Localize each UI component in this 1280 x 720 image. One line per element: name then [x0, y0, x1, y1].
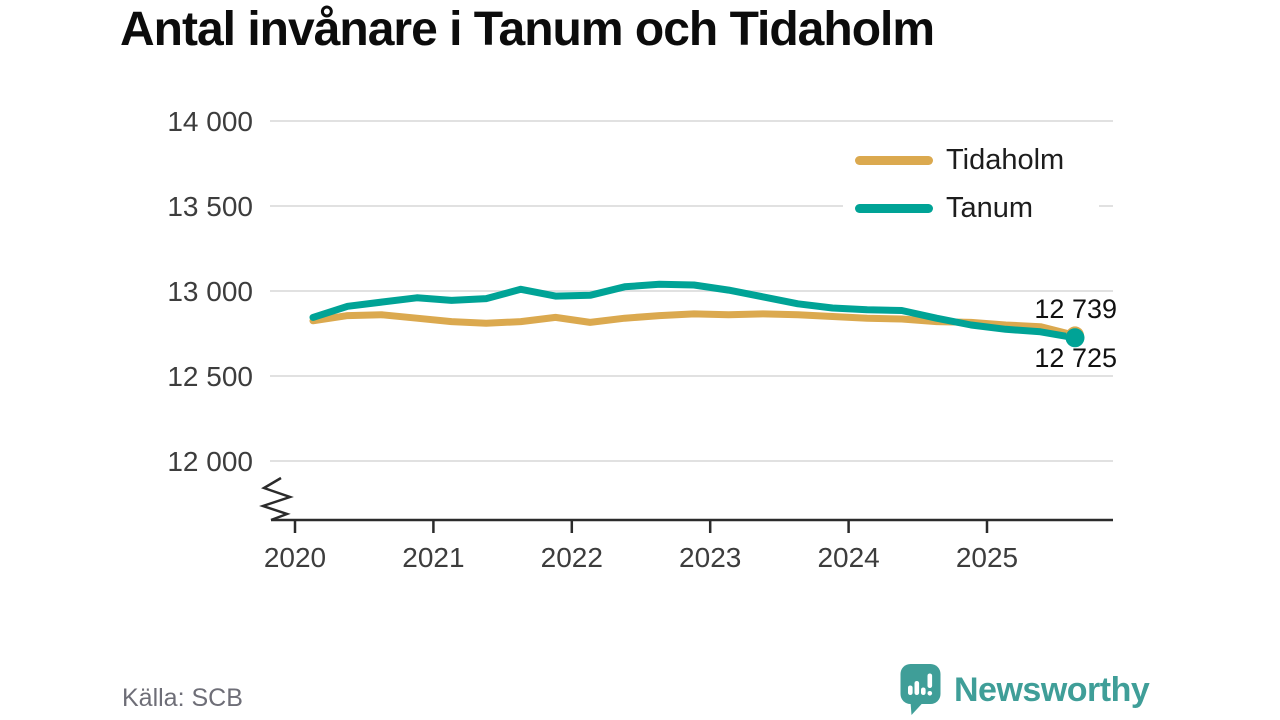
- svg-text:2024: 2024: [817, 542, 879, 573]
- branding: Newsworthy: [897, 664, 1150, 716]
- legend-label-tidaholm: Tidaholm: [946, 143, 1065, 176]
- svg-text:12 000: 12 000: [167, 446, 253, 477]
- gridlines: [270, 120, 1113, 462]
- newsworthy-logo-icon: [900, 664, 941, 715]
- legend-item-tidaholm: Tidaholm: [843, 136, 1099, 184]
- legend-label-tanum: Tanum: [946, 191, 1034, 224]
- svg-text:2025: 2025: [956, 542, 1018, 573]
- end-dot-tanum: [1065, 328, 1085, 348]
- svg-text:2021: 2021: [402, 542, 464, 573]
- end-value-tidaholm: 12 739: [1034, 294, 1117, 324]
- legend-item-tanum: Tanum: [843, 184, 1099, 232]
- line-tanum: [309, 280, 1079, 342]
- svg-text:14 000: 14 000: [167, 106, 253, 137]
- y-axis-labels: 14 000 13 500 13 000 12 500 12 000: [167, 106, 253, 477]
- tanum-line-swatch: [855, 203, 933, 213]
- end-value-tanum: 12 725: [1034, 343, 1117, 373]
- source-note: Källa: SCB: [122, 684, 243, 712]
- branding-wordmark: Newsworthy: [954, 670, 1150, 709]
- x-axis-labels: 2020 2021 2022 2023 2024 2025: [264, 542, 1018, 573]
- svg-text:2023: 2023: [679, 542, 741, 573]
- svg-text:2022: 2022: [541, 542, 603, 573]
- svg-text:13 500: 13 500: [167, 191, 253, 222]
- svg-text:13 000: 13 000: [167, 276, 253, 307]
- axis-break-zigzag: [259, 476, 294, 522]
- x-axis: [259, 476, 1113, 533]
- svg-text:12 500: 12 500: [167, 361, 253, 392]
- legend: Tidaholm Tanum: [843, 132, 1099, 236]
- svg-text:2020: 2020: [264, 542, 326, 573]
- tidaholm-line-swatch: [855, 155, 933, 165]
- page-title: Antal invånare i Tanum och Tidaholm: [120, 3, 935, 56]
